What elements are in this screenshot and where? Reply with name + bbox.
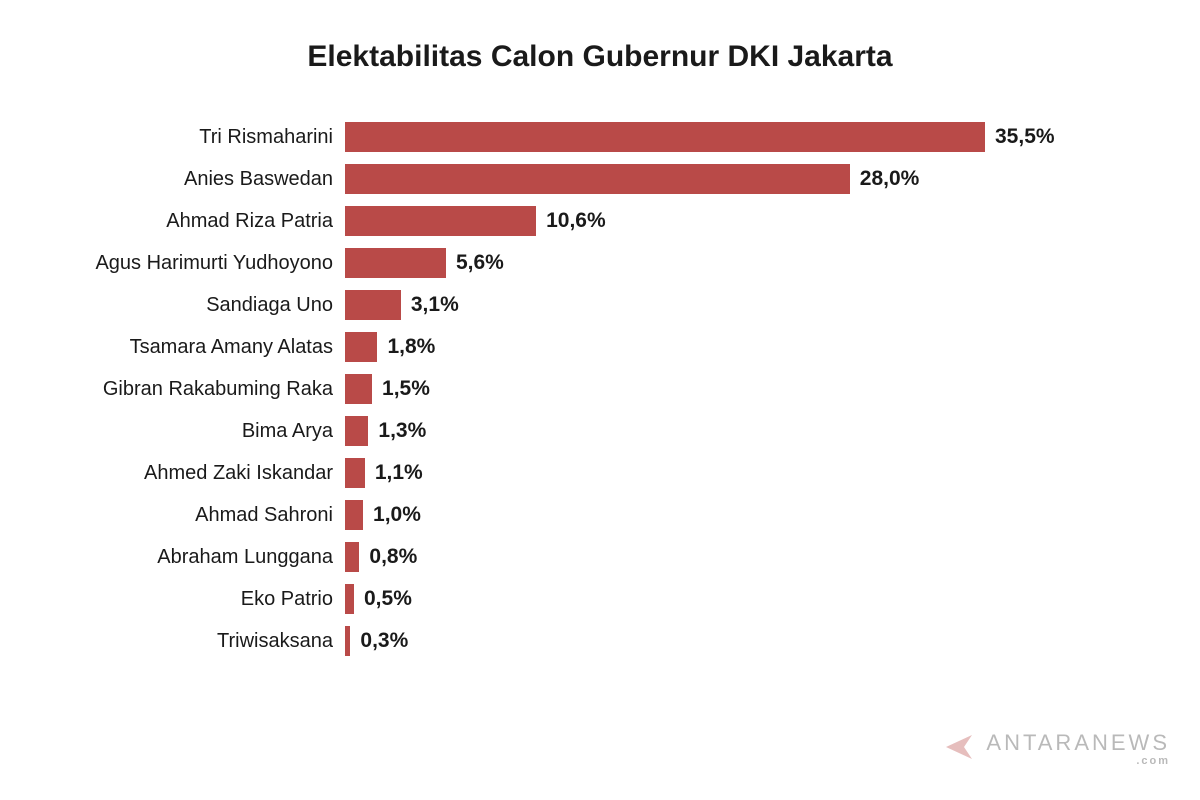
bar (345, 206, 536, 236)
bar-value: 1,8% (377, 335, 435, 359)
bar-row: Tri Rismaharini 35,5% (50, 116, 1150, 158)
bar (345, 542, 359, 572)
bar-label: Ahmad Sahroni (50, 504, 345, 527)
bar-area: 5,6% (345, 248, 1150, 278)
bar-value: 0,5% (354, 587, 412, 611)
bar-label: Anies Baswedan (50, 168, 345, 191)
bar-row: Eko Patrio 0,5% (50, 578, 1150, 620)
bar-label: Abraham Lunggana (50, 546, 345, 569)
bar-value: 0,3% (350, 629, 408, 653)
bar-label: Tsamara Amany Alatas (50, 336, 345, 359)
bar-label: Gibran Rakabuming Raka (50, 378, 345, 401)
bar-row: Ahmad Sahroni 1,0% (50, 494, 1150, 536)
bar-row: Bima Arya 1,3% (50, 410, 1150, 452)
bar-area: 0,3% (345, 626, 1150, 656)
bar-area: 0,8% (345, 542, 1150, 572)
bar-area: 3,1% (345, 290, 1150, 320)
bar-value: 3,1% (401, 293, 459, 317)
bar-value: 10,6% (536, 209, 606, 233)
bar-area: 1,8% (345, 332, 1150, 362)
bar-value: 35,5% (985, 125, 1055, 149)
bar (345, 332, 377, 362)
bar-row: Gibran Rakabuming Raka 1,5% (50, 368, 1150, 410)
watermark-brand: ANTARANEWS (986, 732, 1170, 754)
bar-value: 1,3% (368, 419, 426, 443)
bar-area: 1,3% (345, 416, 1150, 446)
bar-label: Triwisaksana (50, 630, 345, 653)
bar (345, 416, 368, 446)
bar-area: 28,0% (345, 164, 1150, 194)
bar (345, 584, 354, 614)
bar (345, 248, 446, 278)
bar-row: Ahmad Riza Patria 10,6% (50, 200, 1150, 242)
bar-label: Bima Arya (50, 420, 345, 443)
bar (345, 458, 365, 488)
bar-row: Agus Harimurti Yudhoyono 5,6% (50, 242, 1150, 284)
bar-value: 5,6% (446, 251, 504, 275)
bar (345, 164, 850, 194)
watermark: ANTARANEWS .com (942, 729, 1170, 770)
bar-row: Triwisaksana0,3% (50, 620, 1150, 662)
watermark-domain: .com (986, 756, 1170, 767)
bar-value: 0,8% (359, 545, 417, 569)
bar-label: Eko Patrio (50, 588, 345, 611)
bar-area: 0,5% (345, 584, 1150, 614)
bar (345, 290, 401, 320)
bar-area: 1,1% (345, 458, 1150, 488)
bar-label: Ahmad Riza Patria (50, 210, 345, 233)
bar-label: Agus Harimurti Yudhoyono (50, 252, 345, 275)
bar (345, 374, 372, 404)
antara-logo-icon (942, 729, 978, 770)
bar-area: 35,5% (345, 122, 1150, 152)
bar (345, 500, 363, 530)
bar-row: Tsamara Amany Alatas 1,8% (50, 326, 1150, 368)
bar-area: 1,0% (345, 500, 1150, 530)
chart-title: Elektabilitas Calon Gubernur DKI Jakarta (50, 40, 1150, 74)
bar-label: Tri Rismaharini (50, 126, 345, 149)
bar-row: Ahmed Zaki Iskandar 1,1% (50, 452, 1150, 494)
chart-container: Elektabilitas Calon Gubernur DKI Jakarta… (0, 0, 1200, 800)
bar-row: Sandiaga Uno 3,1% (50, 284, 1150, 326)
bar-row: Anies Baswedan 28,0% (50, 158, 1150, 200)
bar-value: 1,1% (365, 461, 423, 485)
bar-label: Sandiaga Uno (50, 294, 345, 317)
bar-chart: Tri Rismaharini35,5%Anies Baswedan28,0%A… (50, 116, 1150, 662)
bar-value: 1,0% (363, 503, 421, 527)
bar-value: 28,0% (850, 167, 920, 191)
bar-area: 10,6% (345, 206, 1150, 236)
watermark-text: ANTARANEWS .com (986, 732, 1170, 767)
bar-row: Abraham Lunggana 0,8% (50, 536, 1150, 578)
bar-area: 1,5% (345, 374, 1150, 404)
bar-label: Ahmed Zaki Iskandar (50, 462, 345, 485)
bar-value: 1,5% (372, 377, 430, 401)
bar (345, 122, 985, 152)
